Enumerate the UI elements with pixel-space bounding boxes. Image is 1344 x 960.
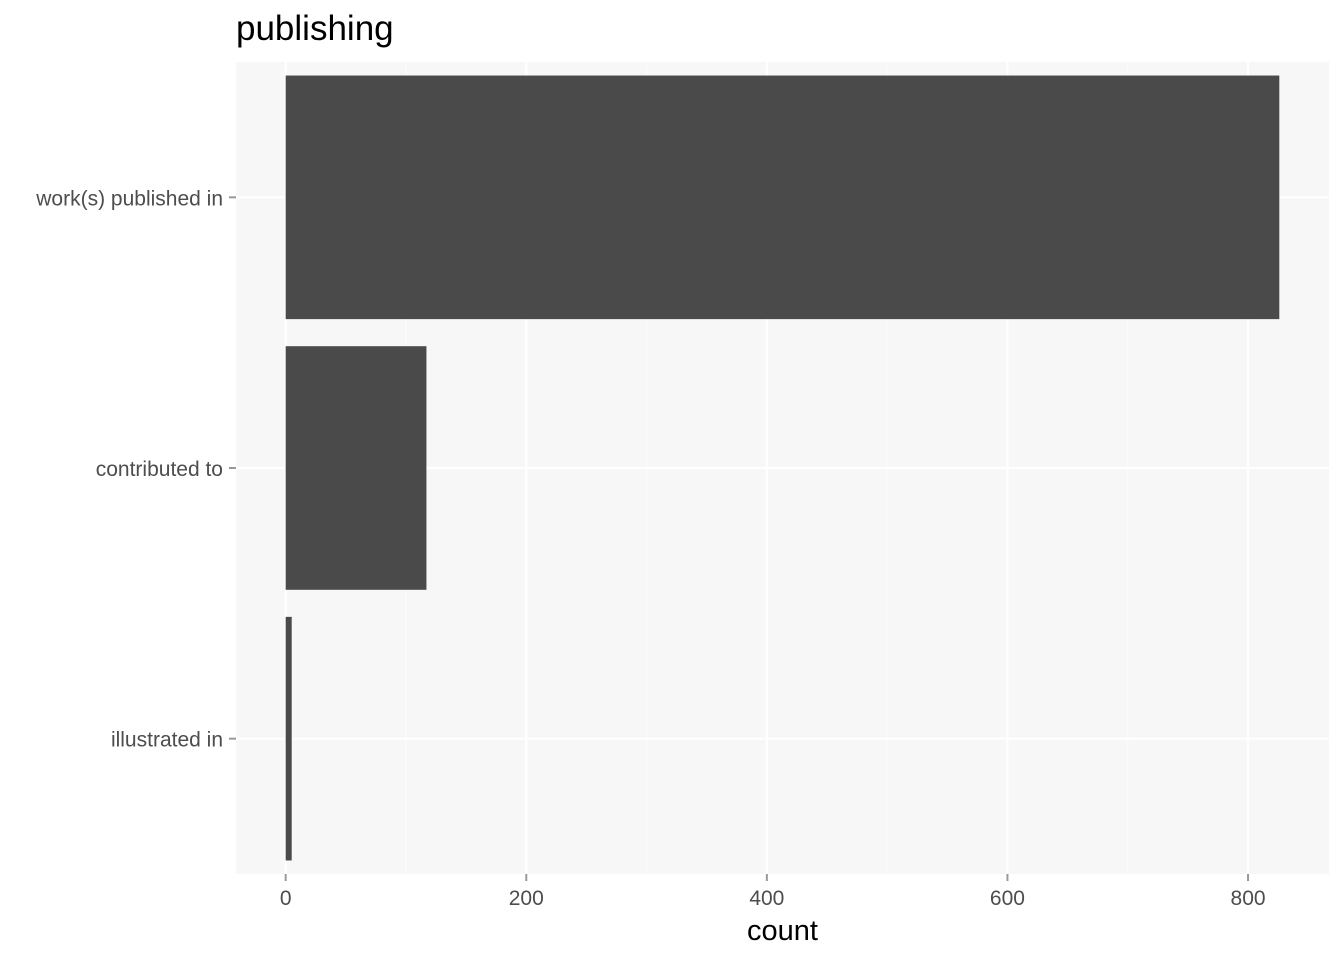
- bar: [285, 616, 292, 861]
- x-tick-label: 200: [509, 887, 544, 910]
- y-tick-label: illustrated in: [111, 729, 223, 752]
- x-tick-label: 0: [280, 887, 292, 910]
- y-tick-label: work(s) published in: [35, 187, 223, 210]
- x-tick-label: 600: [990, 887, 1025, 910]
- bars: [285, 75, 1280, 861]
- bar: [285, 346, 427, 590]
- x-axis-title: count: [747, 915, 818, 947]
- y-tick-label: contributed to: [96, 458, 223, 481]
- x-tick-label: 400: [749, 887, 784, 910]
- y-axis: work(s) published in contributed to illust…: [35, 187, 236, 752]
- bar: [285, 75, 1280, 320]
- chart-title: publishing: [236, 9, 394, 48]
- x-tick-label: 800: [1231, 887, 1266, 910]
- x-axis: 0 200 400 600 800: [280, 874, 1266, 910]
